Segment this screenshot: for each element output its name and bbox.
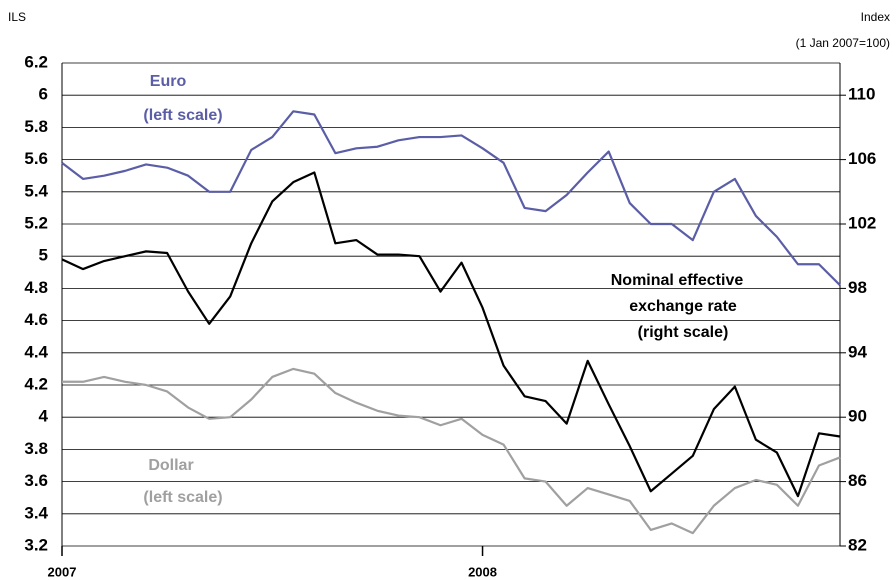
y-tick-label: 6.2 <box>24 52 48 71</box>
x-tick-label: 2007 <box>48 564 77 579</box>
y2-tick-label: 82 <box>848 535 867 554</box>
y2-tick-label: 86 <box>848 471 867 490</box>
y-tick-label: 5.8 <box>24 117 48 136</box>
y2-tick-label: 94 <box>848 342 867 361</box>
y2-axis-label: Index <box>861 10 890 24</box>
y-tick-label: 5 <box>39 246 48 265</box>
y-tick-label: 4.2 <box>24 374 48 393</box>
annotation: Dollar <box>148 457 193 474</box>
series-line <box>61 110 841 286</box>
x-tick-label: 2008 <box>468 564 497 579</box>
y-tick-label: 4.8 <box>24 278 48 297</box>
annotation: Euro <box>150 73 187 90</box>
y-tick-label: 5.4 <box>24 181 48 200</box>
y2-tick-label: 98 <box>848 278 867 297</box>
y-tick-label: 3.8 <box>24 439 48 458</box>
y-tick-label: 5.6 <box>24 149 48 168</box>
annotation: (left scale) <box>143 489 222 506</box>
y-tick-label: 4.6 <box>24 310 48 329</box>
annotation: Nominal effective <box>611 272 744 289</box>
y2-tick-label: 90 <box>848 407 867 426</box>
y-tick-label: 4 <box>39 407 49 426</box>
y2-tick-label: 106 <box>848 149 876 168</box>
y-tick-label: 4.4 <box>24 342 48 361</box>
y2-axis-note: (1 Jan 2007=100) <box>796 36 890 50</box>
y2-tick-label: 110 <box>848 85 875 104</box>
y-tick-label: 3.4 <box>24 503 48 522</box>
annotation: (left scale) <box>143 107 222 124</box>
series-line <box>61 171 841 498</box>
y-tick-label: 3.2 <box>24 535 48 554</box>
y-axis-label: ILS <box>8 10 26 24</box>
y-tick-label: 5.2 <box>24 213 48 232</box>
series-line <box>62 367 841 535</box>
y2-tick-label: 102 <box>848 213 876 232</box>
annotation: (right scale) <box>638 324 729 341</box>
annotation: exchange rate <box>629 298 737 315</box>
y-tick-label: 6 <box>39 85 48 104</box>
y-tick-label: 3.6 <box>24 471 48 490</box>
